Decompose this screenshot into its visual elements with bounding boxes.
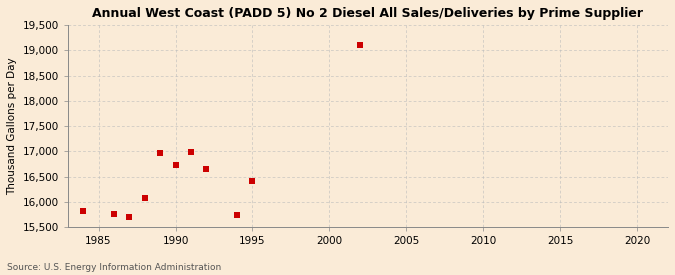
Point: [201, 167, 212, 171]
Point: [155, 151, 165, 156]
Point: [124, 215, 135, 219]
Point: [109, 212, 119, 216]
Point: [139, 196, 150, 200]
Point: [232, 213, 242, 217]
Title: Annual West Coast (PADD 5) No 2 Diesel All Sales/Deliveries by Prime Supplier: Annual West Coast (PADD 5) No 2 Diesel A…: [92, 7, 643, 20]
Point: [78, 209, 88, 213]
Point: [186, 150, 196, 154]
Y-axis label: Thousand Gallons per Day: Thousand Gallons per Day: [7, 57, 17, 195]
Point: [170, 163, 181, 168]
Text: Source: U.S. Energy Information Administration: Source: U.S. Energy Information Administ…: [7, 263, 221, 272]
Point: [247, 178, 258, 183]
Point: [355, 43, 366, 48]
